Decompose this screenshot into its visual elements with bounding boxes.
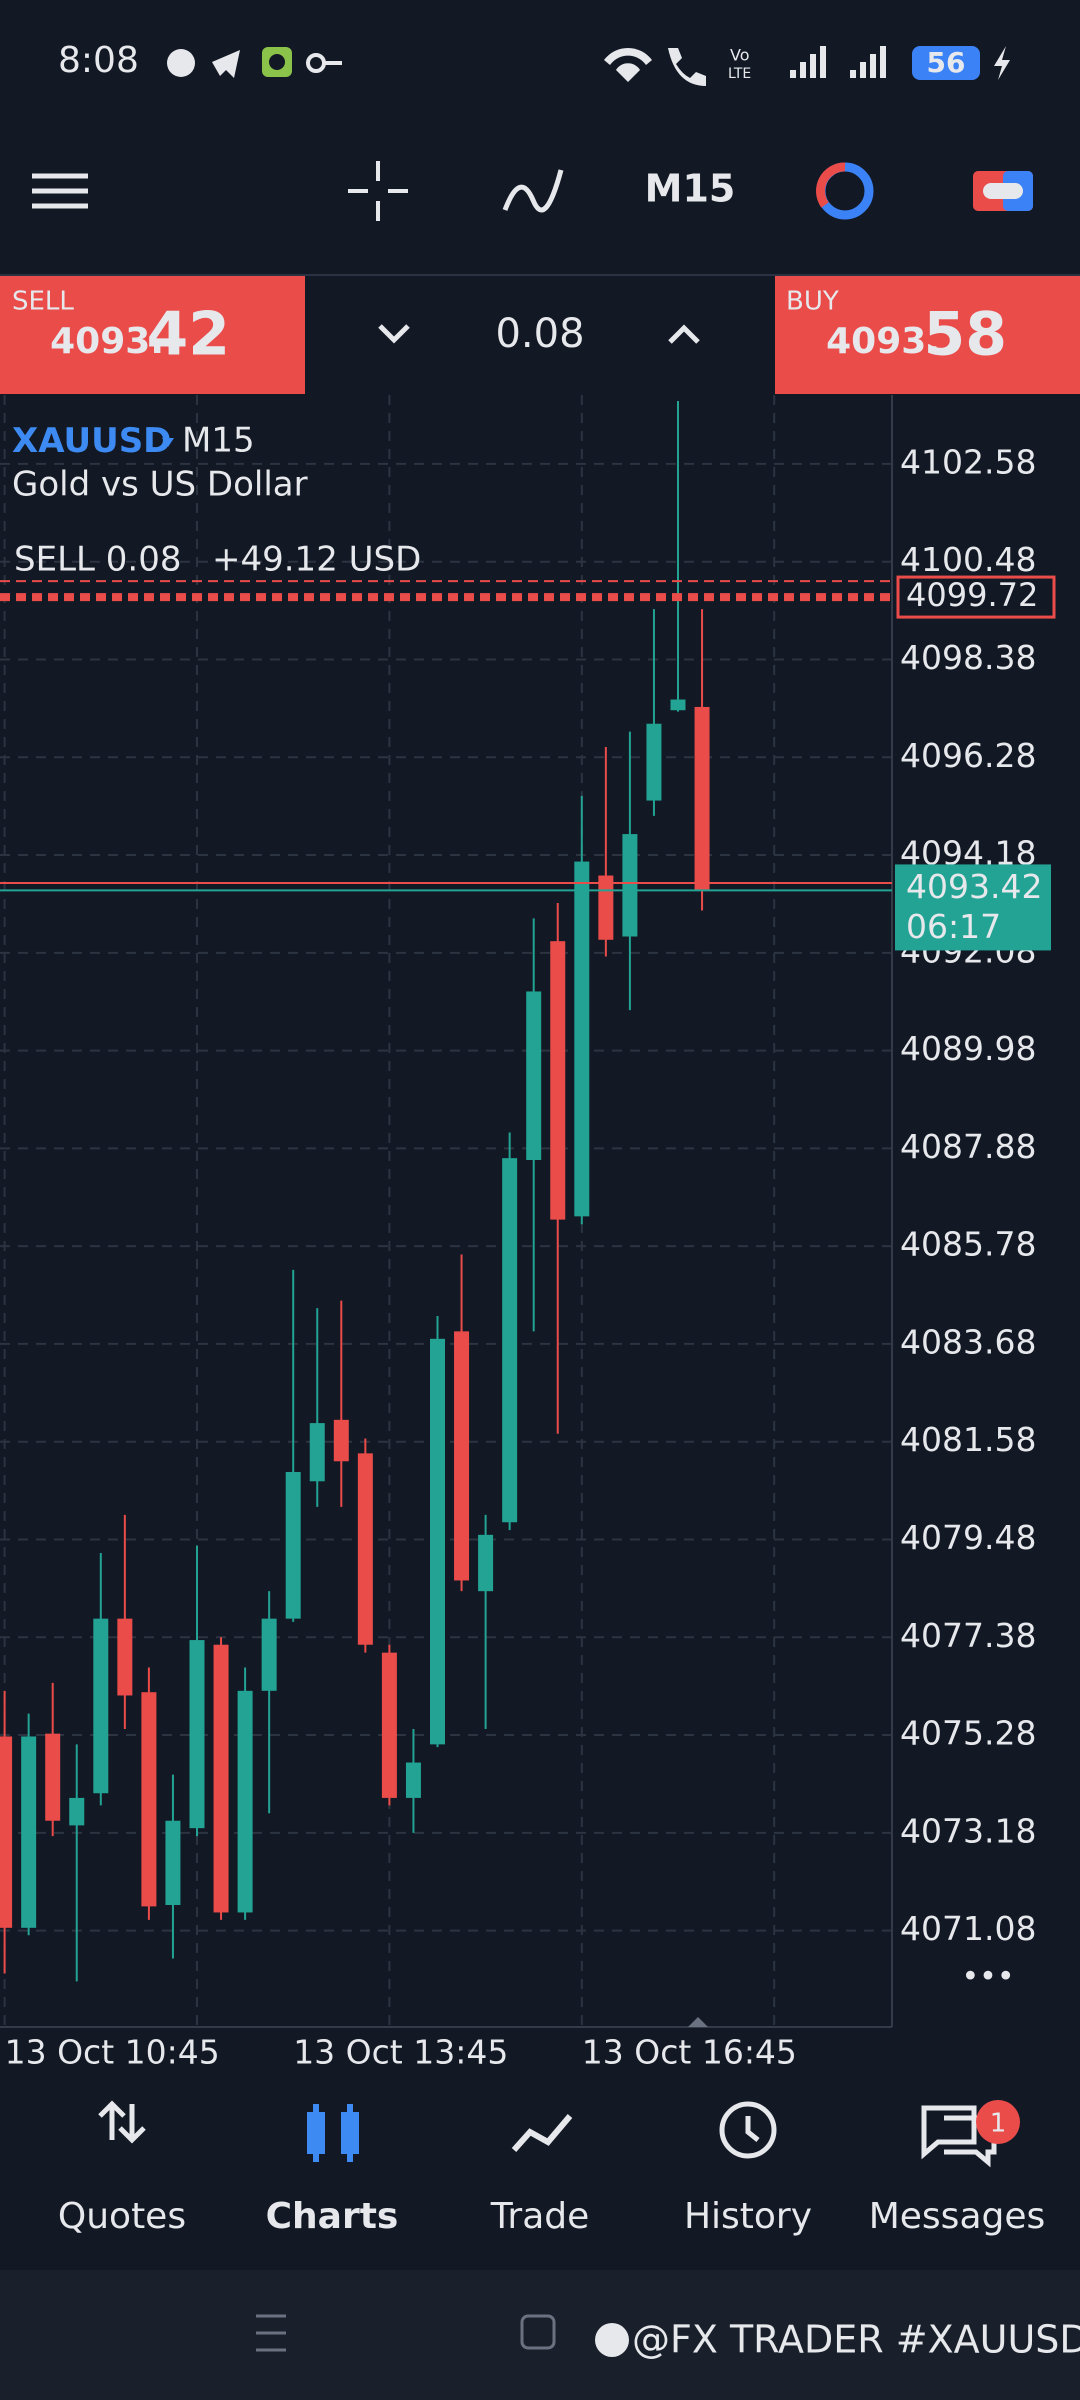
trade-toggle-button[interactable] bbox=[973, 171, 1033, 211]
bar-countdown: 06:17 bbox=[906, 907, 1001, 946]
candle-body bbox=[502, 1158, 518, 1523]
sell-label: SELL bbox=[12, 287, 74, 317]
y-tick-label: 4073.18 bbox=[900, 1811, 1036, 1850]
crosshair-button[interactable] bbox=[348, 161, 408, 221]
candle-body bbox=[381, 1652, 397, 1798]
x-tick-label: 13 Oct 10:45 bbox=[5, 2033, 220, 2072]
symbol-timeframe: M15 bbox=[182, 421, 255, 461]
candle-body bbox=[165, 1820, 181, 1906]
volte: Vo bbox=[730, 46, 750, 65]
y-tick-label: 4098.38 bbox=[900, 638, 1036, 677]
nav-item[interactable]: Messages bbox=[869, 2196, 1046, 2237]
candle-body bbox=[357, 1453, 373, 1645]
candle-body bbox=[93, 1618, 109, 1794]
system-nav-bar bbox=[0, 2270, 1080, 2400]
candle-body bbox=[454, 1331, 470, 1581]
sell-price: 4093. bbox=[50, 321, 164, 362]
candle-body bbox=[430, 1338, 445, 1745]
nav-item[interactable]: Charts bbox=[266, 2196, 399, 2237]
y-tick-label: 4085.78 bbox=[900, 1225, 1036, 1264]
buy-price-big: 58 bbox=[924, 300, 1008, 370]
candle-body bbox=[189, 1640, 205, 1829]
y-tick-label: 4071.08 bbox=[900, 1909, 1036, 1948]
order-price-box bbox=[896, 575, 1056, 619]
battery-level: 56 bbox=[927, 46, 966, 79]
y-tick-label: 4079.48 bbox=[900, 1518, 1036, 1557]
candle-body bbox=[550, 941, 566, 1220]
sell-button[interactable] bbox=[0, 276, 305, 394]
candle-body bbox=[574, 861, 590, 1217]
y-tick-label: 4100.48 bbox=[900, 540, 1036, 579]
y-tick-label: 4075.28 bbox=[900, 1714, 1036, 1753]
candle-body bbox=[670, 699, 686, 711]
timeframe-button[interactable]: M15 bbox=[645, 167, 736, 211]
scroll-marker bbox=[688, 2017, 708, 2027]
candle-body bbox=[622, 834, 638, 937]
sell-price-big: 42 bbox=[147, 300, 231, 370]
candle-body bbox=[117, 1618, 133, 1696]
candle-body bbox=[309, 1423, 325, 1482]
candle-body bbox=[141, 1692, 157, 1907]
symbol-description: Gold vs US Dollar bbox=[12, 465, 308, 505]
watermark: @FX TRADER #XAUUSD bbox=[632, 2318, 1080, 2362]
buy-price: 4093. bbox=[826, 321, 940, 362]
order-label: SELL 0.08 bbox=[14, 540, 181, 580]
candle-body bbox=[598, 875, 614, 940]
chart: 4071.08 4073.18 4075.28 4077.38 4079.48 4081.… bbox=[0, 395, 1056, 2072]
status-time: 8:08 bbox=[58, 40, 139, 81]
candle-body bbox=[694, 706, 710, 891]
candle-body bbox=[69, 1797, 85, 1826]
y-tick-label: 4087.88 bbox=[900, 1127, 1036, 1166]
lot-size[interactable]: 0.08 bbox=[495, 311, 584, 357]
bid-price-box bbox=[895, 864, 1051, 951]
symbol: XAUUSD bbox=[12, 421, 171, 461]
candle-body bbox=[526, 991, 542, 1161]
lot-up[interactable] bbox=[668, 324, 700, 344]
timeframe-clock-button[interactable] bbox=[816, 162, 874, 220]
nav-icons bbox=[98, 2100, 1020, 2357]
x-tick-label: 13 Oct 16:45 bbox=[582, 2033, 797, 2072]
menu-button[interactable] bbox=[32, 173, 88, 209]
candle-body bbox=[333, 1419, 349, 1462]
y-tick-label: 4083.68 bbox=[900, 1322, 1036, 1361]
y-tick-label: 4089.98 bbox=[900, 1029, 1036, 1068]
nav-item[interactable]: History bbox=[684, 2196, 812, 2237]
more-dots: ••• bbox=[961, 1960, 1014, 1995]
nav-item[interactable]: Quotes bbox=[58, 2196, 186, 2237]
order-profit: +49.12 USD bbox=[212, 540, 421, 580]
candle-body bbox=[285, 1471, 301, 1619]
buy-button[interactable] bbox=[775, 276, 1080, 394]
candle-body bbox=[45, 1733, 61, 1821]
y-tick-label: 4081.58 bbox=[900, 1420, 1036, 1459]
candle-body bbox=[0, 1736, 13, 1928]
nav-item[interactable]: Trade bbox=[490, 2196, 590, 2237]
candle-body bbox=[646, 723, 662, 801]
candle-body bbox=[405, 1762, 421, 1798]
y-tick-label: 4102.58 bbox=[900, 442, 1036, 481]
status-icons: Vo LTE bbox=[167, 46, 1010, 86]
y-tick-label: 4077.38 bbox=[900, 1616, 1036, 1655]
toolbar-icons bbox=[32, 161, 1033, 221]
x-tick-label: 13 Oct 13:45 bbox=[293, 2033, 508, 2072]
symbol-dropdown bbox=[162, 438, 174, 447]
buy-label: BUY bbox=[786, 287, 839, 317]
symbol-name: XAUUSD bbox=[12, 421, 171, 461]
candle-body bbox=[213, 1644, 229, 1913]
candle-body bbox=[237, 1690, 253, 1913]
candle-body bbox=[21, 1736, 37, 1928]
lot-down[interactable] bbox=[378, 324, 410, 344]
candle-body bbox=[478, 1534, 494, 1592]
y-tick-label: 4096.28 bbox=[900, 736, 1036, 775]
lte: LTE bbox=[728, 66, 751, 82]
message-badge: 1 bbox=[990, 2109, 1007, 2139]
indicator-button[interactable] bbox=[502, 169, 564, 213]
candle-body bbox=[261, 1618, 277, 1691]
bid-price-label: 4093.42 bbox=[906, 867, 1042, 906]
order-price-label: 4099.72 bbox=[906, 576, 1038, 614]
